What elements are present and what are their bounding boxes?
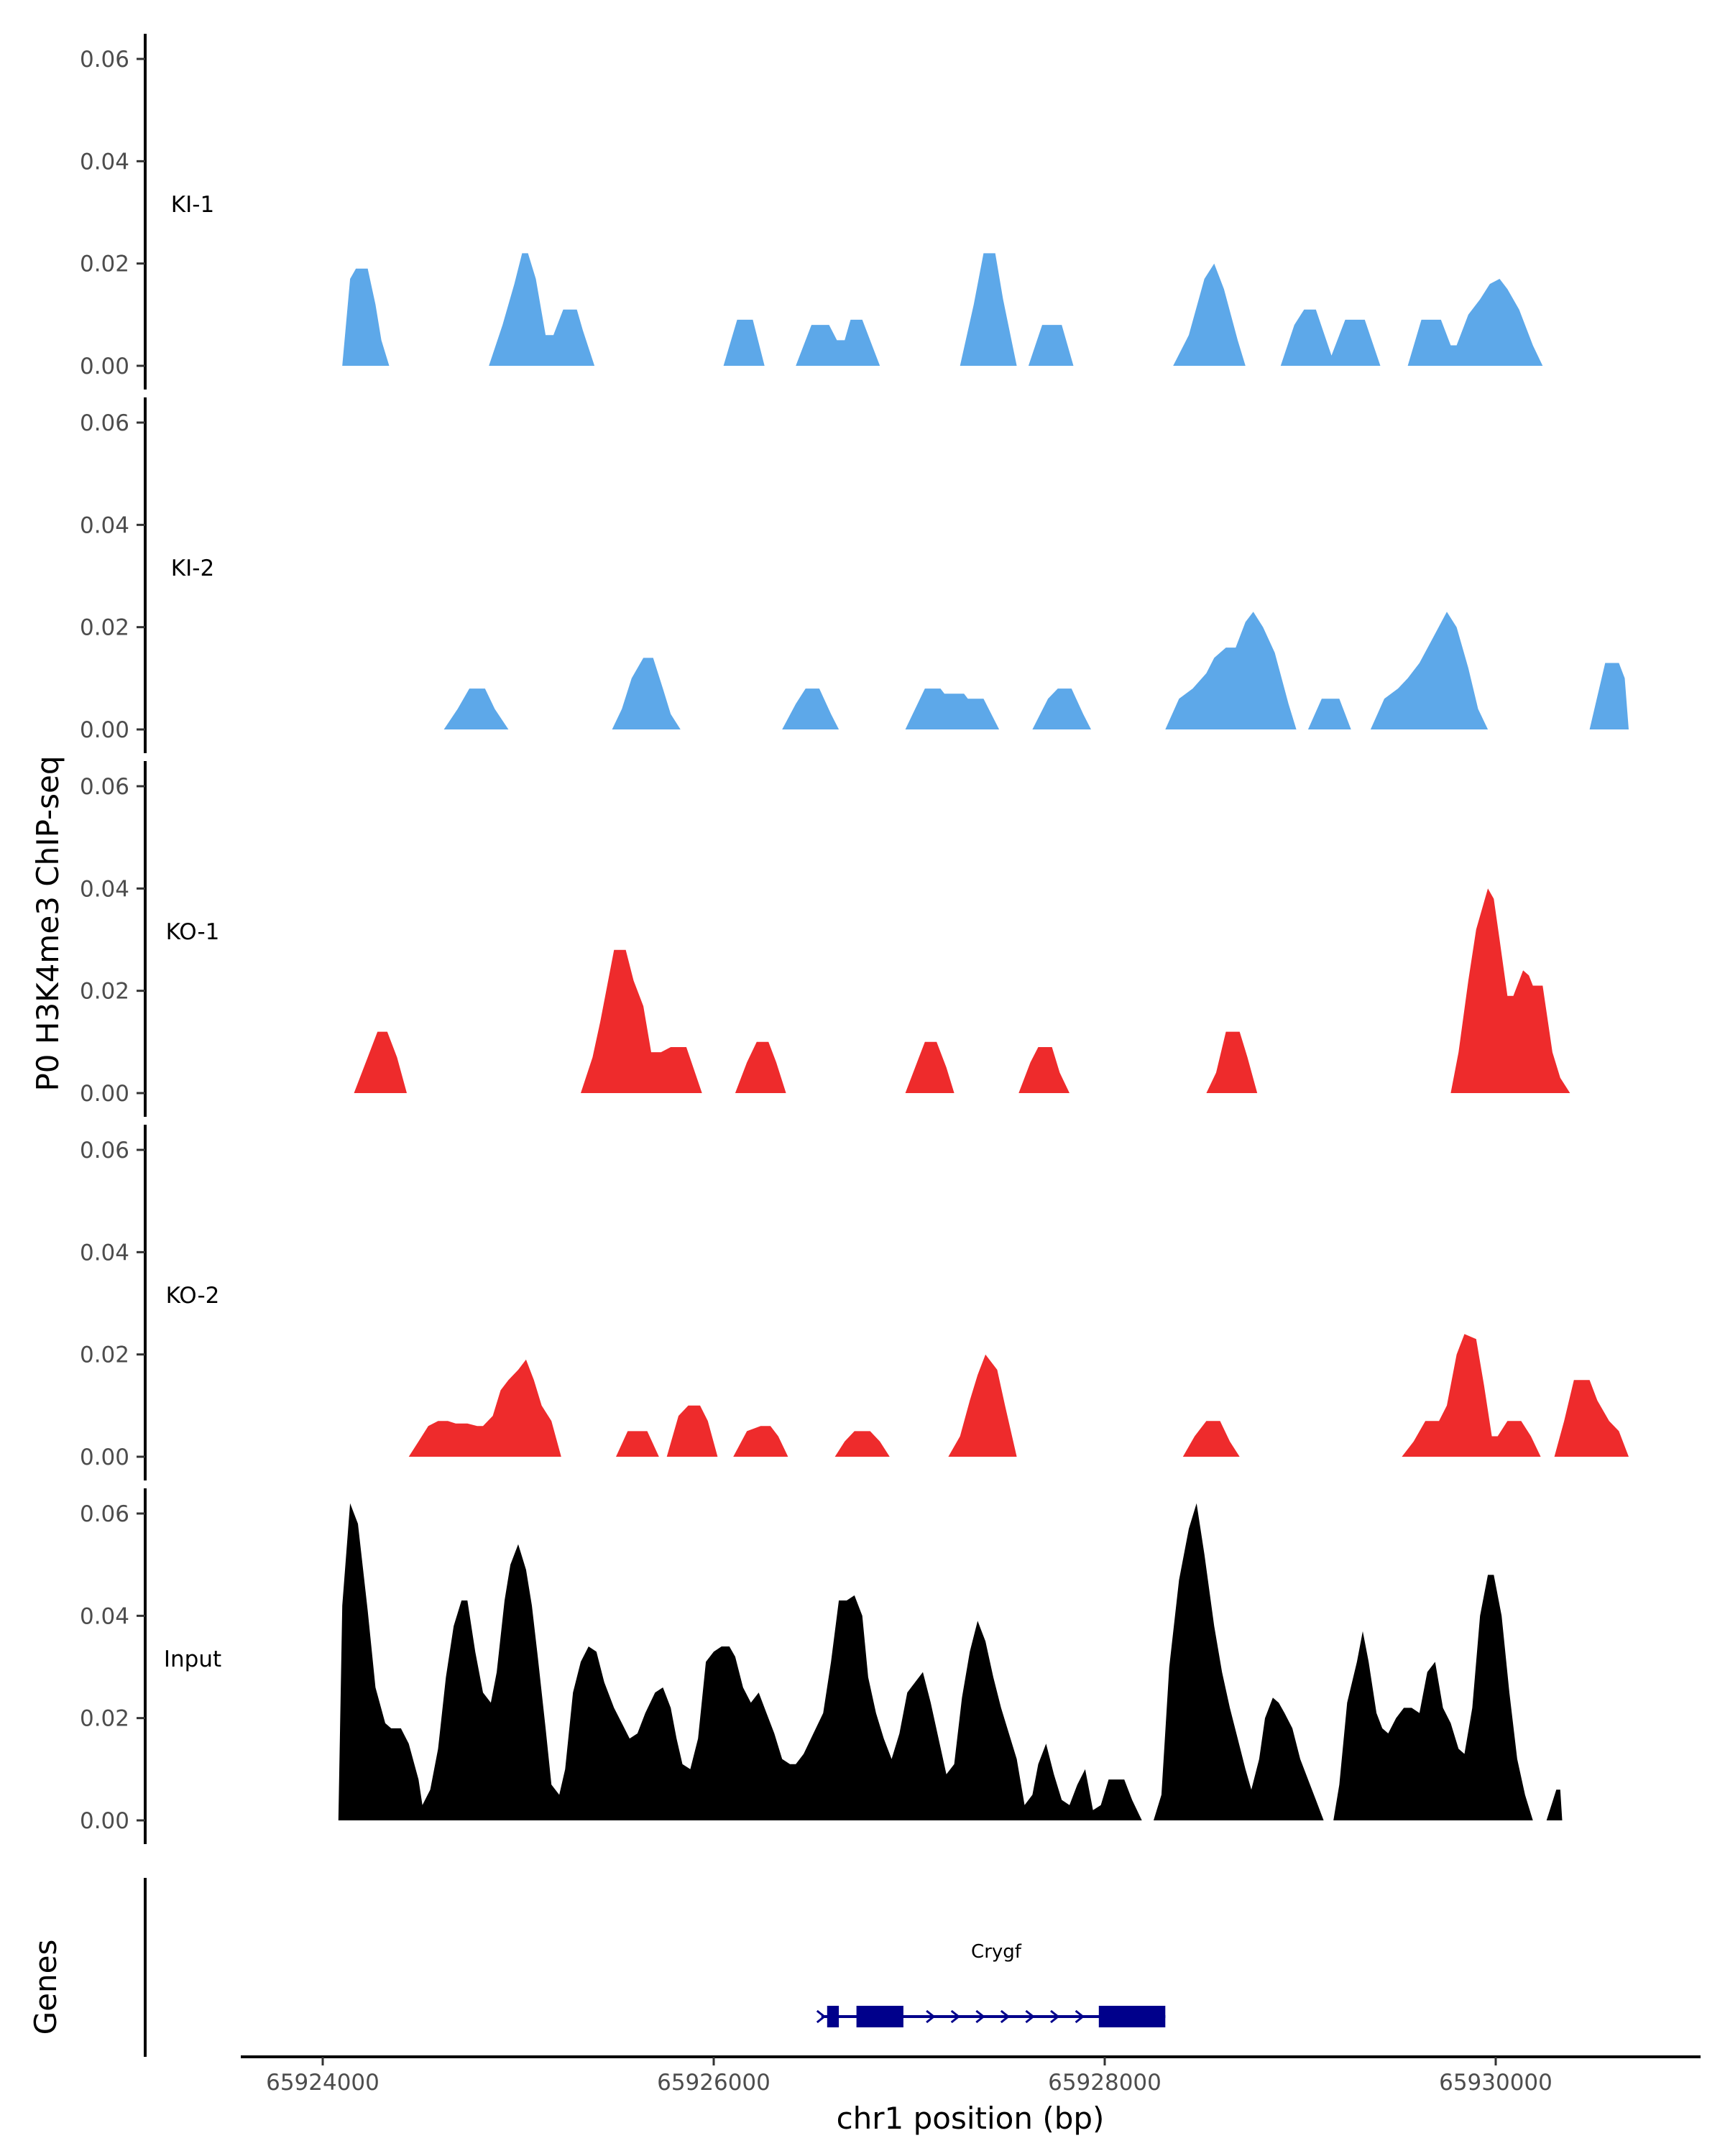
y-tick-label-ko-1-0: 0.00 bbox=[80, 1081, 129, 1107]
y-tick-label-ko-2-0: 0.00 bbox=[80, 1445, 129, 1470]
x-axis-title: chr1 position (bp) bbox=[837, 2101, 1105, 2136]
x-tick-label-1: 65926000 bbox=[657, 2070, 770, 2096]
tracks-layer bbox=[338, 253, 1629, 1820]
y-tick-label-ki-1-3: 0.06 bbox=[80, 47, 129, 73]
y-tick-label-input-0: 0.00 bbox=[80, 1808, 129, 1834]
x-tick-label-2: 65928000 bbox=[1048, 2070, 1162, 2096]
y-tick-label-input-1: 0.02 bbox=[80, 1706, 129, 1732]
strand-arrow bbox=[1025, 2009, 1035, 2024]
strand-arrow bbox=[926, 2009, 936, 2024]
y-tick-label-input-2: 0.04 bbox=[80, 1603, 129, 1629]
x-tick-label-3: 65930000 bbox=[1439, 2070, 1552, 2096]
y-tick-label-ki-1-2: 0.04 bbox=[80, 149, 129, 175]
coverage-area-ki-2 bbox=[443, 612, 1629, 729]
y-tick-label-ki-2-3: 0.06 bbox=[80, 410, 129, 436]
track-label-ko-2: KO-2 bbox=[166, 1283, 220, 1309]
y-tick-label-ki-1-1: 0.02 bbox=[80, 252, 129, 277]
coverage-area-input bbox=[338, 1503, 1563, 1820]
y-tick-label-ko-2-2: 0.04 bbox=[80, 1240, 129, 1266]
x-tick-label-0: 65924000 bbox=[266, 2070, 380, 2096]
coverage-area-ki-1 bbox=[342, 253, 1543, 366]
strand-arrow bbox=[950, 2009, 961, 2024]
y-tick-label-ko-1-3: 0.06 bbox=[80, 774, 129, 800]
strand-arrow bbox=[975, 2009, 985, 2024]
y-axis-title: P0 H3K4me3 ChIP-seq bbox=[30, 755, 65, 1091]
gene-model-crygf bbox=[816, 2006, 1166, 2027]
genes-panel: Genes Crygf bbox=[28, 1878, 1166, 2057]
y-tick-label-ko-2-1: 0.02 bbox=[80, 1342, 129, 1368]
track-label-ki-2: KI-2 bbox=[171, 556, 214, 581]
y-tick-label-ko-2-3: 0.06 bbox=[80, 1138, 129, 1164]
coverage-area-ko-1 bbox=[354, 888, 1570, 1093]
strand-arrow bbox=[1000, 2009, 1011, 2024]
gene-exon-3 bbox=[1098, 2006, 1166, 2027]
strand-arrow bbox=[1050, 2009, 1060, 2024]
gene-exon-2 bbox=[856, 2006, 903, 2027]
track-label-input: Input bbox=[164, 1646, 221, 1672]
y-tick-label-ki-2-0: 0.00 bbox=[80, 717, 129, 743]
gene-exon-1 bbox=[827, 2006, 840, 2027]
y-tick-label-ko-1-1: 0.02 bbox=[80, 979, 129, 1005]
y-tick-label-input-3: 0.06 bbox=[80, 1501, 129, 1527]
x-axis-ticks: 65924000 65926000 65928000 65930000 bbox=[266, 2057, 1552, 2096]
y-tick-label-ki-2-2: 0.04 bbox=[80, 512, 129, 538]
y-tick-label-ki-1-0: 0.00 bbox=[80, 354, 129, 379]
strand-arrow bbox=[1075, 2009, 1085, 2024]
coverage-area-ko-2 bbox=[408, 1334, 1629, 1457]
genes-panel-title: Genes bbox=[28, 1940, 63, 2035]
track-label-ki-1: KI-1 bbox=[171, 192, 214, 218]
y-tick-label-ki-2-1: 0.02 bbox=[80, 615, 129, 641]
gene-label-crygf: Crygf bbox=[971, 1941, 1022, 1963]
track-label-ko-1: KO-1 bbox=[166, 919, 220, 945]
axes-layer: 0.00 0.02 0.04 0.06 KI-1 0.00 0.02 0.04 0.06 KI-2… bbox=[80, 34, 221, 1844]
y-tick-label-ko-1-2: 0.04 bbox=[80, 876, 129, 902]
strand-arrow bbox=[816, 2009, 827, 2024]
x-axis: 65924000 65926000 65928000 65930000 chr1 po… bbox=[241, 2055, 1701, 2136]
